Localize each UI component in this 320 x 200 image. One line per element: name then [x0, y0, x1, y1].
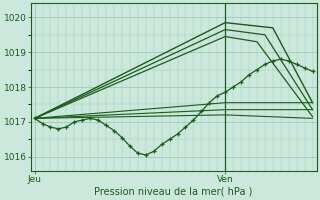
X-axis label: Pression niveau de la mer( hPa ): Pression niveau de la mer( hPa ): [94, 187, 253, 197]
